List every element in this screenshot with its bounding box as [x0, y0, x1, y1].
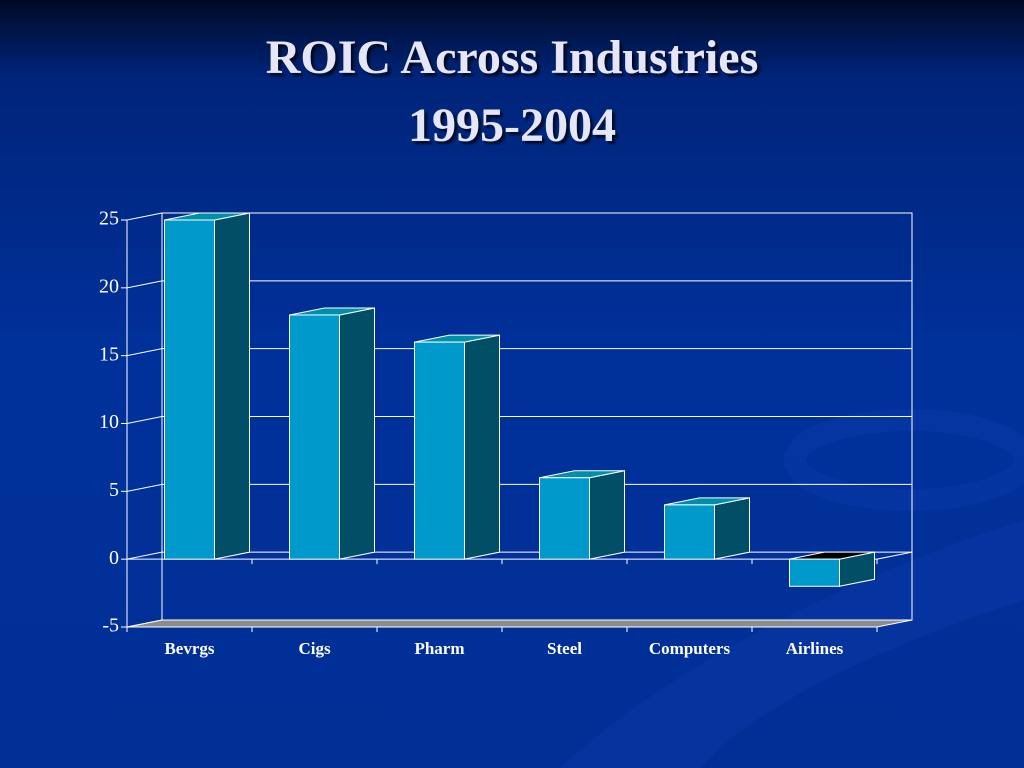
- chart-subtitle: 1995-2004: [408, 99, 616, 152]
- x-tick-label: Bevrgs: [164, 639, 214, 658]
- bar-side: [214, 212, 250, 560]
- y-tick-label: 15: [99, 343, 119, 365]
- grid-line: [126, 619, 163, 628]
- y-tick-label: 0: [109, 547, 119, 569]
- bar-side: [714, 497, 750, 560]
- y-tick-label: 20: [99, 275, 119, 297]
- y-tick-label: 5: [109, 479, 119, 501]
- bar: [789, 558, 840, 587]
- x-tick-label: Steel: [547, 639, 582, 658]
- bar-side: [589, 470, 625, 560]
- grid-line: [126, 348, 163, 357]
- background-swoosh: [784, 409, 1024, 511]
- background-swoosh: [560, 520, 1024, 768]
- bar-side: [339, 307, 375, 560]
- y-tick-label: 25: [99, 208, 119, 230]
- x-tick-label: Computers: [649, 639, 731, 658]
- bar: [539, 477, 590, 560]
- bar-side: [464, 334, 500, 560]
- bar: [289, 314, 340, 560]
- y-tick-label: 10: [99, 411, 119, 433]
- bar: [664, 504, 715, 560]
- bar: [164, 219, 215, 560]
- bar: [414, 341, 465, 560]
- x-tick-label: Cigs: [298, 639, 331, 658]
- x-axis: [876, 551, 913, 560]
- grid-line: [126, 280, 163, 289]
- grid-line: [126, 483, 163, 492]
- x-tick-label: Pharm: [414, 639, 464, 658]
- floor: [126, 619, 913, 628]
- grid-line: [126, 551, 163, 560]
- x-tick-label: Airlines: [786, 639, 844, 658]
- chart-title: ROIC Across Industries: [266, 31, 759, 84]
- grid-line: [126, 212, 163, 221]
- y-tick-label: -5: [102, 615, 119, 637]
- grid-line: [126, 416, 163, 424]
